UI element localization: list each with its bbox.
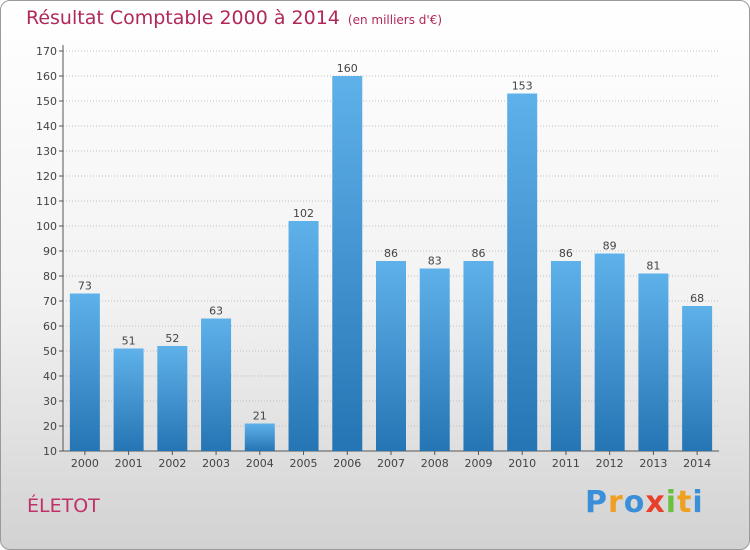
data-label: 52 <box>165 332 179 345</box>
y-tick-label: 50 <box>43 345 57 358</box>
x-tick-label: 2010 <box>508 457 536 470</box>
x-tick-label: 2009 <box>464 457 492 470</box>
x-tick-label: 2006 <box>333 457 361 470</box>
data-label: 86 <box>471 247 485 260</box>
data-label: 86 <box>384 247 398 260</box>
data-label: 81 <box>646 260 660 273</box>
chart-subtitle: (en milliers d'€) <box>347 13 443 27</box>
bar <box>463 261 494 451</box>
bar <box>157 346 188 451</box>
bar <box>507 93 538 451</box>
data-label: 86 <box>559 247 573 260</box>
data-label: 51 <box>122 335 136 348</box>
y-tick-label: 60 <box>43 320 57 333</box>
y-tick-label: 170 <box>36 45 57 58</box>
data-label: 68 <box>690 292 704 305</box>
bar <box>69 293 100 451</box>
x-tick-label: 2013 <box>639 457 667 470</box>
bar <box>638 273 669 451</box>
x-tick-label: 2012 <box>596 457 624 470</box>
x-tick-label: 2011 <box>552 457 580 470</box>
data-label: 89 <box>603 240 617 253</box>
commune-name: ÉLETOT <box>27 495 100 517</box>
y-tick-label: 30 <box>43 395 57 408</box>
y-tick-label: 130 <box>36 145 57 158</box>
y-tick-label: 160 <box>36 70 57 83</box>
y-tick-label: 10 <box>43 445 57 458</box>
chart-title-text: Résultat Comptable 2000 à 2014 <box>26 7 340 29</box>
data-label: 73 <box>78 280 92 293</box>
bar <box>332 76 363 451</box>
data-label: 160 <box>337 62 358 75</box>
y-tick-label: 110 <box>36 195 57 208</box>
y-tick-label: 120 <box>36 170 57 183</box>
x-tick-label: 2002 <box>158 457 186 470</box>
x-tick-label: 2004 <box>246 457 274 470</box>
x-tick-label: 2001 <box>115 457 143 470</box>
bar <box>288 221 319 451</box>
data-label: 21 <box>253 410 267 423</box>
bar <box>376 261 406 451</box>
bar <box>419 268 450 451</box>
y-tick-label: 70 <box>43 295 57 308</box>
data-label: 63 <box>209 305 223 318</box>
y-tick-label: 20 <box>43 420 57 433</box>
x-tick-label: 2008 <box>421 457 449 470</box>
x-tick-label: 2014 <box>683 457 711 470</box>
x-tick-label: 2007 <box>377 457 405 470</box>
x-tick-label: 2003 <box>202 457 230 470</box>
y-tick-label: 40 <box>43 370 57 383</box>
bar <box>550 261 581 451</box>
data-label: 102 <box>293 207 314 220</box>
bar <box>682 306 713 451</box>
chart-title: Résultat Comptable 2000 à 2014 (en millie… <box>26 7 442 29</box>
y-tick-label: 100 <box>36 220 57 233</box>
y-tick-label: 90 <box>43 245 57 258</box>
x-tick-label: 2005 <box>290 457 318 470</box>
bar <box>594 253 625 451</box>
x-tick-label: 2000 <box>71 457 99 470</box>
proxiti-logo: Proxiti <box>585 485 704 520</box>
y-tick-label: 150 <box>36 95 57 108</box>
bar <box>244 423 275 451</box>
bar <box>201 318 232 451</box>
y-tick-label: 80 <box>43 270 57 283</box>
data-label: 83 <box>428 255 442 268</box>
data-label: 153 <box>512 80 533 93</box>
bar <box>113 348 144 451</box>
y-tick-label: 140 <box>36 120 57 133</box>
